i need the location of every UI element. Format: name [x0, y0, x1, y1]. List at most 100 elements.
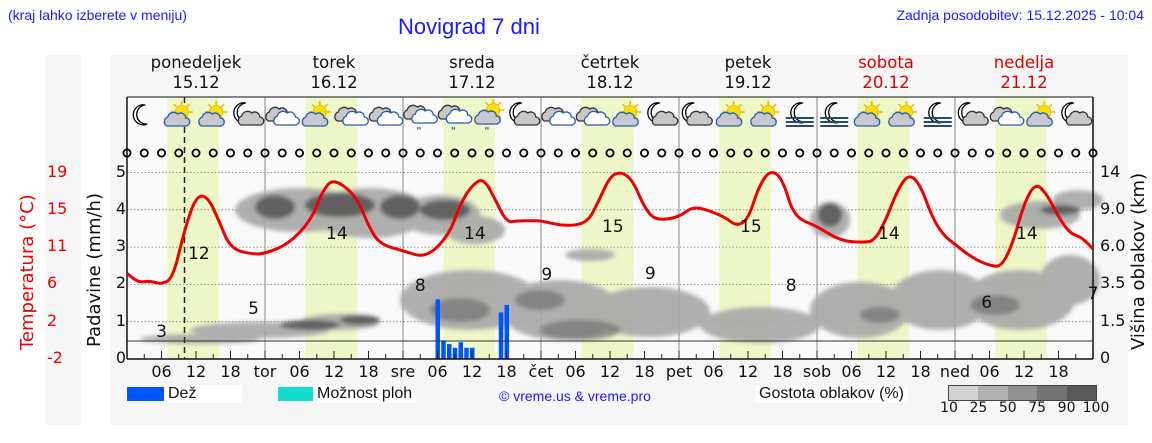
temperature-value-label: 14 — [464, 224, 486, 244]
moon-fog-icon — [820, 102, 849, 127]
cloud-density-heatmap — [140, 188, 1103, 344]
precip-tick: 1 — [115, 310, 126, 330]
day-label-2: sreda 17.12 — [412, 53, 532, 93]
moon-cloudy-icon — [1061, 102, 1093, 126]
day-label-4: petek 19.12 — [688, 53, 808, 93]
temperature-line — [126, 171, 1095, 285]
x-tick-label: 06 — [289, 362, 310, 381]
temperature-value-label: 6 — [981, 293, 992, 313]
x-tick-label: sre — [390, 362, 416, 381]
day-name: ponedeljek — [150, 53, 242, 72]
day-label-0: ponedeljek 15.12 — [136, 53, 256, 93]
day-label-1: torek 16.12 — [274, 53, 394, 93]
showers-legend-label: Možnost ploh — [313, 385, 417, 403]
temp-tick: 15 — [47, 198, 68, 218]
day-date: 15.12 — [172, 73, 220, 92]
cloudy-light-rain-icon: " — [403, 104, 438, 137]
cloud-density-legend-label: Gostota oblakov (%) — [755, 385, 908, 403]
day-label-6: nedelja 21.12 — [964, 53, 1084, 93]
sun-cloud-light-rain-icon: " — [474, 99, 505, 137]
x-tick-label: 12 — [599, 362, 621, 381]
cloudy-icon — [541, 106, 576, 126]
temp-tick: 11 — [47, 236, 68, 256]
day-date: 16.12 — [310, 73, 358, 92]
day-label-5: sobota 20.12 — [826, 53, 946, 93]
temp-tick: 2 — [47, 310, 58, 330]
day-name: petek — [724, 53, 772, 72]
svg-text:": " — [416, 126, 421, 137]
moon-fog-icon — [785, 102, 814, 127]
density-tick: 25 — [969, 400, 988, 416]
temperature-value-label: 12 — [188, 244, 210, 264]
svg-text:": " — [484, 126, 489, 137]
x-tick-label: 12 — [1013, 362, 1035, 381]
density-tick: 10 — [940, 400, 958, 416]
temperature-value-label: 8 — [415, 276, 426, 296]
temperature-value-label: 9 — [645, 264, 656, 284]
x-tick-label: 18 — [220, 362, 241, 381]
sun-partly-cloudy-icon — [163, 101, 193, 127]
density-swatch — [978, 386, 1008, 400]
sun-partly-cloudy-icon — [853, 101, 883, 127]
temperature-value-label: 5 — [248, 299, 259, 319]
moon-cloudy-icon — [647, 102, 679, 126]
wind-indicator-row — [122, 148, 1098, 158]
x-tick-label: 18 — [772, 362, 793, 381]
cloud-height-tick: 6.0 — [1100, 236, 1126, 256]
x-tick-label: 06 — [979, 362, 1000, 381]
cloud-height-tick: 1.5 — [1100, 310, 1126, 330]
moon-cloudy-icon — [681, 102, 713, 126]
precip-tick: 3 — [115, 236, 126, 256]
density-swatch — [949, 386, 979, 400]
x-tick-label: 06 — [427, 362, 448, 381]
x-tick-label: 06 — [841, 362, 862, 381]
x-tick-label: 06 — [703, 362, 724, 381]
density-tick: 100 — [1082, 400, 1110, 416]
sun-partly-cloudy-icon — [301, 101, 331, 127]
day-date: 20.12 — [862, 73, 910, 92]
temp-tick: 19 — [47, 161, 68, 181]
x-tick-label: 12 — [461, 362, 483, 381]
day-name: četrtek — [580, 53, 640, 72]
rain-legend-label: Dež — [164, 385, 242, 403]
density-swatch — [1066, 386, 1097, 400]
cloudy-icon — [368, 106, 404, 126]
sun-partly-cloudy-icon — [750, 101, 780, 127]
moon-fog-icon — [923, 102, 952, 127]
temperature-value-label: 15 — [740, 217, 762, 237]
day-date: 19.12 — [724, 73, 772, 92]
last-update: Zadnja posodobitev: 15.12.2025 - 10:04 — [896, 7, 1144, 23]
cloud-density-scale — [948, 385, 1097, 401]
temperature-value-label: 15 — [602, 217, 624, 237]
x-tick-label: 12 — [875, 362, 897, 381]
sun-partly-cloudy-icon — [715, 101, 745, 127]
day-name: torek — [312, 53, 356, 72]
page-title: Novigrad 7 dni — [398, 14, 540, 39]
cloudy-light-rain-icon: " — [437, 104, 473, 137]
moon-cloudy-icon — [509, 102, 541, 126]
moon-cloudy-icon — [957, 102, 989, 126]
temperature-value-label: 8 — [786, 276, 797, 296]
x-tick-label: 06 — [565, 362, 586, 381]
temperature-value-label: 7 — [1088, 284, 1099, 304]
x-tick-label: 06 — [151, 362, 172, 381]
x-tick-label: 18 — [358, 362, 379, 381]
temperature-value-label: 14 — [878, 224, 900, 244]
cloud-height-tick: 3.5 — [1100, 273, 1126, 293]
day-date: 17.12 — [448, 73, 496, 92]
x-tick-label: 18 — [634, 362, 655, 381]
moon-clear-icon — [132, 104, 148, 126]
temperature-axis-panel — [45, 55, 81, 425]
cloud-height-tick: 0 — [1100, 348, 1111, 367]
svg-text:": " — [451, 126, 456, 137]
sun-partly-cloudy-icon — [1026, 101, 1056, 127]
x-tick-label: 18 — [1048, 362, 1069, 381]
density-tick: 75 — [1028, 400, 1047, 416]
cloudy-icon — [575, 106, 611, 126]
location-hint: (kraj lahko izberete v meniju) — [8, 7, 187, 23]
rain-legend-swatch — [127, 387, 174, 401]
copyright-link[interactable]: © vreme.us & vreme.pro — [499, 388, 651, 404]
x-tick-label: čet — [528, 362, 554, 381]
temperature-labels: 3 12 5 14 8 14 9 15 9 15 8 14 6 14 7 — [156, 217, 1098, 342]
